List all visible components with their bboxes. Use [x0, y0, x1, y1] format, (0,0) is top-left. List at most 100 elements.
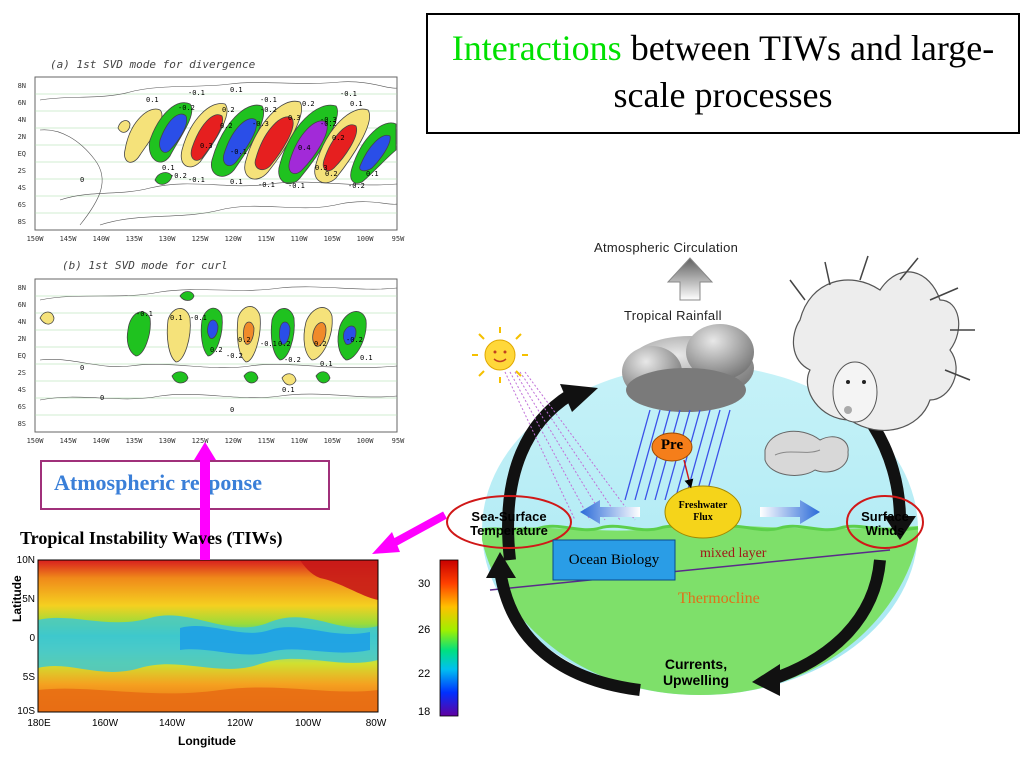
contour-label: -0.1 — [260, 340, 277, 348]
lat-tick: 2N — [17, 133, 26, 141]
panel-a-thin-contours — [39, 81, 398, 226]
contour-label: 0.1 — [170, 314, 183, 322]
sst-lon-tick: 100W — [294, 718, 322, 729]
contour-label: 0.2 — [332, 134, 345, 142]
lat-tick: 6N — [17, 301, 26, 309]
lon-tick: 150W — [26, 437, 44, 445]
lat-tick: 8S — [17, 420, 26, 428]
contour-label: 0.2 — [238, 336, 251, 344]
lat-tick: 6S — [17, 403, 26, 411]
lat-tick: 6S — [17, 201, 26, 209]
lon-tick: 140W — [92, 235, 110, 243]
contour-label: -0.1 — [190, 314, 207, 322]
contour-label: 0.1 — [162, 164, 175, 172]
lon-tick: 105W — [323, 235, 341, 243]
pre-oval — [651, 432, 693, 462]
lon-tick: 115W — [257, 437, 275, 445]
contour-label: 0.2 — [222, 106, 235, 114]
tiw-title: Tropical Instability Waves (TIWs) — [20, 528, 283, 548]
sst-lon-tick: 140W — [158, 718, 186, 729]
sst-line-1: Sea-Surface — [471, 509, 547, 524]
contour-label: 0.3 — [288, 114, 301, 122]
contour-label: -0.2 — [170, 172, 187, 180]
panel-b-value-labels: -0.1 0.1 0.2 -0.2 0.2 -0.2 0.2 -0.1 0.1 … — [70, 290, 400, 430]
contour-label: -0.3 — [252, 120, 269, 128]
sst-lon-tick: 80W — [365, 718, 387, 729]
wind-face-icon — [789, 255, 975, 431]
contour-label: 0.3 — [315, 164, 328, 172]
sst-lat-tick: 10N — [16, 555, 35, 566]
contour-label: 0.1 — [282, 386, 295, 394]
rain-cloud — [622, 324, 754, 412]
atmospheric-circulation-label: Atmospheric Circulation — [594, 240, 739, 255]
contour-label: 0.2 — [314, 340, 327, 348]
sst-lon-tick: 120W — [226, 718, 254, 729]
colorbar-tick: 30 — [418, 578, 431, 590]
contour-label: 0.1 — [350, 100, 363, 108]
panel-a-contours — [117, 100, 397, 185]
sst-lat-tick: 0 — [29, 633, 35, 644]
freshwater-flux-label: Freshwater Flux — [668, 500, 738, 524]
lon-tick: 110W — [290, 437, 308, 445]
lon-tick: 130W — [158, 235, 176, 243]
panel-b-frame — [34, 278, 398, 433]
sst-lat-tick: 10S — [17, 706, 35, 717]
contour-label: -0.1 — [258, 181, 275, 189]
contour-label: 0 — [230, 406, 235, 414]
pre-label: Pre — [660, 437, 684, 453]
freshwater-line-1: Freshwater — [678, 500, 728, 511]
ocean-biology-label: Ocean Biology — [568, 552, 660, 568]
atmospheric-response-box — [40, 460, 330, 510]
lon-tick: 100W — [356, 235, 374, 243]
sst-node-label: Sea-Surface Temperature — [449, 510, 569, 538]
contour-label: -0.1 — [260, 96, 277, 104]
currents-line-2: Upwelling — [662, 672, 730, 688]
contour-label: -0.1 — [188, 89, 205, 97]
contour-label: 0 — [80, 176, 85, 184]
lat-tick: 4S — [17, 184, 26, 192]
contour-label: -0.2 — [348, 182, 365, 190]
sst-oval — [446, 495, 572, 549]
contour-label: 0.1 — [230, 86, 243, 94]
thermocline-line — [489, 549, 891, 591]
mixed-layer-label: mixed layer — [700, 546, 767, 561]
contour-label: 0.4 — [298, 144, 311, 152]
colorbar-tick: 22 — [418, 668, 431, 680]
contour-label: -0.1 — [340, 90, 357, 98]
lat-tick: 8N — [17, 284, 26, 292]
sun-rays — [504, 371, 636, 521]
lat-tick: 2N — [17, 335, 26, 343]
lat-tick: 8S — [17, 218, 26, 226]
lon-tick: 125W — [191, 437, 209, 445]
title-highlight: Interactions — [451, 28, 622, 68]
sst-lat-tick: 5N — [22, 594, 35, 605]
freshwater-flux-oval — [664, 485, 742, 539]
contour-label: -0.1 — [136, 310, 153, 318]
title-rest: between TIWs and large-scale processes — [613, 28, 995, 115]
lon-tick: 95W — [391, 437, 405, 445]
lon-tick: 100W — [356, 437, 374, 445]
contour-label: 0.2 — [302, 100, 315, 108]
lon-tick: 145W — [59, 437, 77, 445]
sun-icon — [472, 327, 528, 383]
contour-label: 0 — [80, 364, 85, 372]
contour-label: 0.1 — [360, 354, 373, 362]
lon-tick: 125W — [191, 235, 209, 243]
lon-tick: 120W — [224, 235, 242, 243]
sst-coldest-band — [180, 626, 370, 655]
contour-label: -0.2 — [320, 120, 337, 128]
lat-tick: EQ — [17, 352, 26, 360]
lon-tick: 110W — [290, 235, 308, 243]
lat-tick: 6N — [17, 99, 26, 107]
lat-tick: 4N — [17, 318, 26, 326]
currents-line-1: Currents, — [664, 656, 728, 672]
lon-tick: 140W — [92, 437, 110, 445]
lat-tick: 4S — [17, 386, 26, 394]
left-blue-arrow — [580, 500, 640, 524]
contour-label: 0.1 — [366, 170, 379, 178]
panel-b-contours — [39, 291, 367, 386]
lon-tick: 130W — [158, 437, 176, 445]
lon-tick: 150W — [26, 235, 44, 243]
contour-label: 0.2 — [278, 340, 291, 348]
